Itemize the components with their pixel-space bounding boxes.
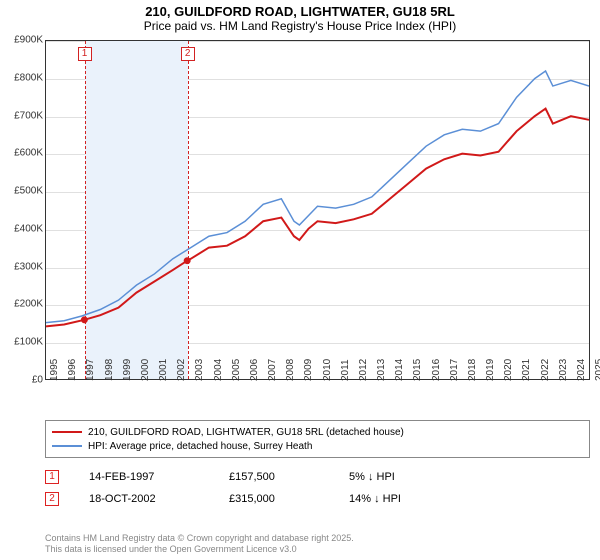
legend-label: HPI: Average price, detached house, Surr…	[88, 441, 312, 452]
legend-swatch	[52, 445, 82, 447]
legend-box: 210, GUILDFORD ROAD, LIGHTWATER, GU18 5R…	[45, 420, 590, 458]
sale-dot	[81, 316, 88, 323]
x-axis-label: 2025	[594, 359, 600, 381]
legend-item: HPI: Average price, detached house, Surr…	[52, 439, 583, 453]
y-axis-label: £400K	[0, 223, 43, 234]
y-axis-label: £300K	[0, 261, 43, 272]
plot-region: 12 1995199619971998199920002001200220032…	[45, 40, 590, 380]
y-axis-label: £800K	[0, 72, 43, 83]
y-axis-label: £200K	[0, 299, 43, 310]
y-axis-label: £500K	[0, 186, 43, 197]
chart-area: £0 £100K £200K £300K £400K £500K £600K £700K £80…	[0, 40, 600, 410]
series-line-hpi	[46, 71, 589, 323]
chart-subtitle: Price paid vs. HM Land Registry's House …	[0, 19, 600, 37]
sale-index: 2	[45, 492, 59, 506]
sale-hpi-delta: 5% ↓ HPI	[349, 471, 449, 483]
legend-item: 210, GUILDFORD ROAD, LIGHTWATER, GU18 5R…	[52, 425, 583, 439]
attribution-text: Contains HM Land Registry data © Crown c…	[45, 533, 354, 556]
legend-swatch	[52, 431, 82, 433]
sale-price: £315,000	[229, 493, 319, 505]
sale-marker-label: 1	[78, 47, 92, 61]
legend-label: 210, GUILDFORD ROAD, LIGHTWATER, GU18 5R…	[88, 427, 404, 438]
y-axis-label: £900K	[0, 35, 43, 46]
series-line-property	[46, 109, 589, 327]
sale-price: £157,500	[229, 471, 319, 483]
y-axis-label: £0	[0, 375, 43, 386]
sale-marker-label: 2	[181, 47, 195, 61]
sale-index: 1	[45, 470, 59, 484]
sale-row: 1 14-FEB-1997 £157,500 5% ↓ HPI	[45, 466, 449, 488]
attribution-line-1: Contains HM Land Registry data © Crown c…	[45, 533, 354, 545]
y-axis-label: £100K	[0, 337, 43, 348]
y-axis-label: £600K	[0, 148, 43, 159]
sale-hpi-delta: 14% ↓ HPI	[349, 493, 449, 505]
sale-records: 1 14-FEB-1997 £157,500 5% ↓ HPI 2 18-OCT-2002…	[45, 466, 449, 510]
sale-dot	[184, 257, 191, 264]
sale-date: 14-FEB-1997	[89, 471, 199, 483]
attribution-line-2: This data is licensed under the Open Gov…	[45, 544, 354, 556]
y-axis-label: £700K	[0, 110, 43, 121]
sale-date: 18-OCT-2002	[89, 493, 199, 505]
sale-row: 2 18-OCT-2002 £315,000 14% ↓ HPI	[45, 488, 449, 510]
chart-title: 210, GUILDFORD ROAD, LIGHTWATER, GU18 5R…	[0, 0, 600, 19]
